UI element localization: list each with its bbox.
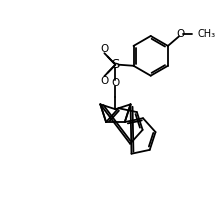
- Text: O: O: [100, 75, 108, 85]
- Text: O: O: [111, 78, 120, 88]
- Text: O: O: [176, 29, 185, 39]
- Text: O: O: [100, 44, 108, 54]
- Text: S: S: [111, 58, 120, 71]
- Text: CH₃: CH₃: [198, 29, 216, 39]
